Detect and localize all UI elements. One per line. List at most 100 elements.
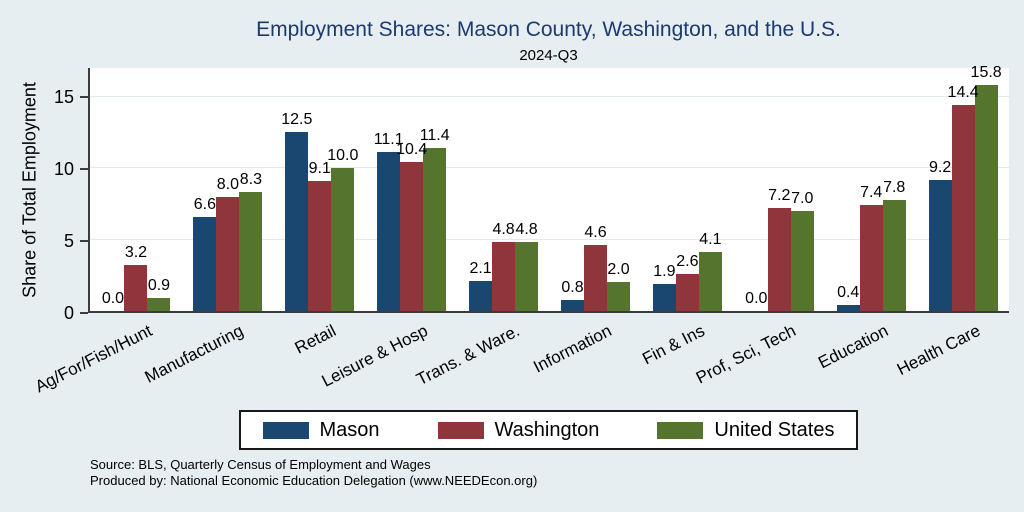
bar-group-education: 0.4 7.4 7.8 — [825, 68, 917, 311]
value-label: 2.6 — [676, 252, 699, 270]
x-axis-label-cell: Trans. & Ware. — [414, 316, 548, 389]
bar-washington: 3.2 — [124, 245, 148, 311]
legend-label: United States — [714, 419, 835, 441]
chart-subtitle: 2024-Q3 — [519, 47, 578, 64]
y-tick-label: 5 — [63, 230, 74, 251]
bar-mason: 6.6 — [193, 196, 217, 311]
bar-united-states: 15.8 — [971, 65, 1002, 311]
bar-group-ag-for-fish-hunt: 0.0 3.2 0.9 — [90, 68, 182, 311]
legend-swatch-united-states — [657, 421, 704, 439]
value-label: 7.4 — [860, 184, 883, 202]
bar-washington: 7.4 — [859, 185, 883, 311]
y-tick-label: 15 — [53, 86, 74, 107]
legend-wrap: Mason Washington United States — [88, 410, 1009, 450]
value-label: 4.8 — [492, 221, 515, 239]
value-label: 7.2 — [768, 187, 791, 205]
produced-note: Produced by: National Economic Education… — [90, 473, 538, 489]
x-axis-label: Ag/For/Fish/Hunt — [31, 321, 155, 397]
legend-item: Mason — [262, 419, 380, 441]
bar-washington: 4.8 — [492, 222, 516, 311]
legend: Mason Washington United States — [238, 410, 859, 450]
value-label: 4.6 — [584, 224, 607, 242]
legend-item: Washington — [437, 419, 600, 441]
bar-group-retail: 12.5 9.1 10.0 — [274, 68, 366, 311]
value-label: 12.5 — [281, 111, 313, 129]
value-label: 0.8 — [561, 278, 584, 296]
bar-washington: 10.4 — [396, 142, 427, 311]
value-label: 8.3 — [239, 171, 262, 189]
y-tick-mark — [80, 167, 88, 170]
value-label: 14.4 — [947, 84, 979, 102]
legend-swatch-washington — [437, 421, 484, 439]
bar-mason: 12.5 — [281, 112, 312, 311]
value-label: 0.0 — [745, 290, 768, 307]
gridline — [90, 167, 1009, 169]
x-axis-label: Education — [815, 321, 892, 373]
bar-group-manufacturing: 6.6 8.0 8.3 — [182, 68, 274, 311]
x-axis-label-cell: Information — [531, 316, 640, 388]
bar-mason: 0.4 — [836, 285, 860, 311]
bar-mason: 0.8 — [560, 279, 584, 311]
bar-group-leisure-hosp: 11.1 10.4 11.4 — [366, 68, 458, 311]
legend-swatch-mason — [262, 421, 309, 439]
bar-group-prof-sci-tech: 0.0 7.2 7.0 — [733, 68, 825, 311]
value-label: 10.4 — [396, 141, 428, 159]
x-axis-label-cell: Manufacturing — [142, 316, 272, 388]
value-label: 2.1 — [469, 259, 492, 277]
bar-united-states: 4.8 — [515, 222, 539, 311]
value-label: 0.9 — [147, 277, 171, 295]
legend-label: Mason — [319, 419, 380, 441]
bar-united-states: 4.1 — [698, 232, 722, 311]
value-label: 4.8 — [515, 221, 538, 239]
value-label: 9.2 — [928, 158, 952, 176]
bar-washington: 2.6 — [675, 253, 699, 311]
source-note: Source: BLS, Quarterly Census of Employm… — [90, 457, 431, 472]
bar-united-states: 7.8 — [882, 179, 906, 311]
x-axis-label-cell: Health Care — [894, 316, 1009, 388]
value-label: 0.0 — [101, 290, 125, 307]
value-label: 11.1 — [373, 131, 404, 149]
bar-united-states: 7.0 — [790, 190, 814, 311]
x-axis: Ag/For/Fish/Hunt Manufacturing Retail Leisu… — [32, 316, 1009, 396]
value-label: 9.1 — [308, 159, 331, 177]
x-axis-label: Retail — [291, 321, 339, 358]
bar-united-states: 0.9 — [147, 278, 171, 311]
bar-united-states: 2.0 — [606, 262, 630, 311]
chart-title: Employment Shares: Mason County, Washing… — [256, 18, 841, 41]
value-label: 10.0 — [327, 147, 359, 165]
gridline — [90, 238, 1009, 240]
bar-group-information: 0.8 4.6 2.0 — [550, 68, 642, 311]
bar-group-trans-ware: 2.1 4.8 4.8 — [458, 68, 550, 311]
value-label: 3.2 — [124, 244, 148, 262]
value-label: 11.4 — [419, 127, 450, 145]
value-label: 6.6 — [193, 195, 216, 213]
bar-mason: 11.1 — [374, 132, 404, 311]
gridline — [90, 95, 1009, 97]
x-axis-label-cell: Prof, Sci, Tech — [693, 316, 825, 388]
value-label: 2.0 — [607, 261, 630, 279]
value-label: 0.4 — [837, 284, 860, 302]
bar-united-states: 8.3 — [239, 172, 263, 311]
value-label: 7.8 — [883, 178, 906, 196]
bar-washington: 7.2 — [767, 188, 791, 311]
y-axis: 0 5 10 15 — [0, 68, 88, 322]
x-axis-label: Fin & Ins — [638, 321, 708, 369]
value-label: 1.9 — [653, 262, 676, 280]
bar-united-states: 10.0 — [327, 148, 358, 311]
bar-groups: 0.0 3.2 0.9 6.6 8.0 8.3 12.5 9.1 10.0 11.1 10.4 11.… — [90, 65, 1009, 311]
bar-united-states: 11.4 — [420, 128, 450, 311]
bar-washington: 14.4 — [948, 85, 979, 311]
y-tick-mark — [80, 239, 88, 242]
legend-label: Washington — [494, 419, 600, 441]
y-tick-mark — [80, 95, 88, 98]
bar-washington: 8.0 — [216, 176, 240, 311]
source-notes: Source: BLS, Quarterly Census of Employm… — [90, 457, 537, 490]
bar-group-fin-ins: 1.9 2.6 4.1 — [641, 68, 733, 311]
bar-mason: 1.9 — [652, 263, 676, 311]
value-label: 7.0 — [791, 189, 814, 207]
bar-mason: 2.1 — [469, 260, 493, 311]
y-tick-mark — [80, 312, 88, 314]
y-tick-label: 0 — [63, 303, 74, 323]
plot-area: 0.0 3.2 0.9 6.6 8.0 8.3 12.5 9.1 10.0 11.1 10.4 11.… — [88, 65, 1009, 313]
